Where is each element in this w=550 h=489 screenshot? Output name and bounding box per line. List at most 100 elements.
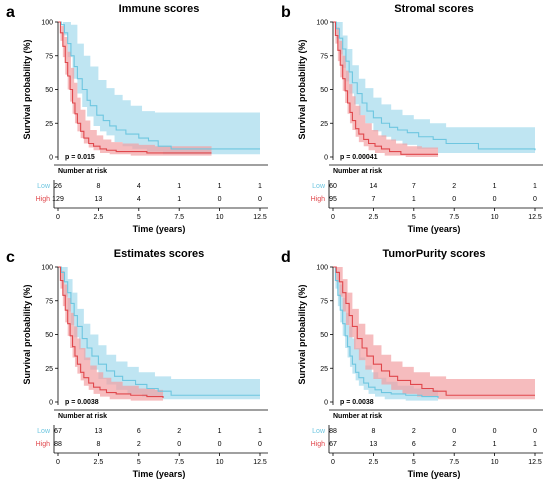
group-label-high: High bbox=[36, 441, 51, 448]
panel-letter: d bbox=[281, 249, 291, 266]
risk-count-low: 6 bbox=[137, 428, 141, 435]
y-axis-title: Survival probability (%) bbox=[22, 39, 32, 139]
risk-table-title: Number at risk bbox=[333, 413, 382, 420]
group-label-low: Low bbox=[312, 428, 326, 435]
y-tick-label: 0 bbox=[49, 155, 53, 162]
y-tick-label: 75 bbox=[45, 53, 53, 60]
risk-count-high: 1 bbox=[177, 196, 181, 203]
risk-count-low: 88 bbox=[329, 428, 337, 435]
risk-count-high: 0 bbox=[452, 196, 456, 203]
risk-count-high: 0 bbox=[533, 196, 537, 203]
risk-count-low: 7 bbox=[412, 183, 416, 190]
x-tick-label: 5 bbox=[137, 459, 141, 466]
high-ci-band bbox=[333, 22, 439, 157]
x-tick-label: 12.5 bbox=[528, 459, 542, 466]
y-tick-label: 100 bbox=[316, 265, 328, 272]
risk-count-low: 0 bbox=[452, 428, 456, 435]
y-tick-label: 75 bbox=[45, 298, 53, 305]
high-ci-band bbox=[333, 267, 535, 400]
panel-letter: c bbox=[6, 249, 15, 266]
x-axis-title: Time (years) bbox=[408, 469, 461, 479]
risk-count-high: 0 bbox=[258, 196, 262, 203]
x-tick-label: 2.5 bbox=[369, 214, 379, 221]
panel-title: TumorPurity scores bbox=[382, 248, 485, 260]
y-tick-label: 50 bbox=[320, 87, 328, 94]
y-axis-title: Survival probability (%) bbox=[297, 284, 307, 384]
risk-count-low: 2 bbox=[412, 428, 416, 435]
panel-stromal: b Stromal scores Survival probability (%) 0… bbox=[275, 0, 550, 244]
risk-count-high: 7 bbox=[371, 196, 375, 203]
risk-count-high: 6 bbox=[412, 441, 416, 448]
km-chart: c Estimates scores Survival probability (%… bbox=[6, 248, 268, 479]
risk-count-low: 2 bbox=[452, 183, 456, 190]
risk-count-low: 1 bbox=[218, 183, 222, 190]
risk-count-high: 1 bbox=[412, 196, 416, 203]
risk-count-low: 14 bbox=[370, 183, 378, 190]
x-tick-label: 0 bbox=[56, 214, 60, 221]
x-axis-title: Time (years) bbox=[133, 224, 186, 234]
x-tick-label: 12.5 bbox=[253, 459, 267, 466]
group-label-low: Low bbox=[37, 428, 51, 435]
risk-count-high: 13 bbox=[95, 196, 103, 203]
group-label-high: High bbox=[311, 441, 326, 448]
risk-count-low: 0 bbox=[533, 428, 537, 435]
y-axis-title: Survival probability (%) bbox=[22, 284, 32, 384]
x-tick-label: 12.5 bbox=[528, 214, 542, 221]
y-axis-title: Survival probability (%) bbox=[297, 39, 307, 139]
risk-table-title: Number at risk bbox=[333, 168, 382, 175]
p-value: p = 0.015 bbox=[65, 154, 95, 161]
y-tick-label: 50 bbox=[45, 332, 53, 339]
low-survival-curve bbox=[58, 266, 260, 396]
risk-count-low: 2 bbox=[177, 428, 181, 435]
low-ci-band bbox=[58, 267, 260, 400]
low-ci-band bbox=[333, 22, 535, 155]
risk-count-low: 67 bbox=[54, 428, 62, 435]
risk-count-low: 0 bbox=[493, 428, 497, 435]
km-chart: b Stromal scores Survival probability (%) 0… bbox=[281, 3, 543, 234]
x-tick-label: 10 bbox=[491, 459, 499, 466]
risk-count-low: 26 bbox=[54, 183, 62, 190]
x-tick-label: 0 bbox=[56, 459, 60, 466]
risk-count-high: 8 bbox=[96, 441, 100, 448]
p-value: p = 0.0038 bbox=[340, 399, 374, 406]
risk-count-low: 8 bbox=[96, 183, 100, 190]
x-tick-label: 5 bbox=[412, 214, 416, 221]
y-tick-label: 50 bbox=[320, 332, 328, 339]
y-tick-label: 75 bbox=[320, 298, 328, 305]
risk-count-high: 0 bbox=[258, 441, 262, 448]
risk-count-low: 1 bbox=[258, 428, 262, 435]
panel-estimates: c Estimates scores Survival probability (%… bbox=[0, 245, 275, 489]
risk-count-high: 95 bbox=[329, 196, 337, 203]
x-tick-label: 5 bbox=[137, 214, 141, 221]
risk-count-low: 8 bbox=[371, 428, 375, 435]
risk-count-high: 67 bbox=[329, 441, 337, 448]
risk-count-low: 1 bbox=[177, 183, 181, 190]
low-survival-curve bbox=[333, 266, 439, 398]
km-chart: a Immune scores Survival probability (%) 0 2… bbox=[6, 3, 268, 234]
y-tick-label: 25 bbox=[320, 121, 328, 128]
risk-table-title: Number at risk bbox=[58, 413, 107, 420]
risk-count-high: 129 bbox=[52, 196, 64, 203]
y-tick-label: 0 bbox=[324, 400, 328, 407]
y-tick-label: 0 bbox=[324, 155, 328, 162]
risk-count-low: 4 bbox=[137, 183, 141, 190]
x-tick-label: 2.5 bbox=[94, 214, 104, 221]
km-chart: d TumorPurity scores Survival probability … bbox=[281, 248, 543, 479]
x-tick-label: 12.5 bbox=[253, 214, 267, 221]
panel-letter: a bbox=[6, 4, 15, 21]
x-tick-label: 7.5 bbox=[449, 459, 459, 466]
risk-count-high: 4 bbox=[137, 196, 141, 203]
x-tick-label: 5 bbox=[412, 459, 416, 466]
x-tick-label: 7.5 bbox=[449, 214, 459, 221]
y-tick-label: 100 bbox=[316, 20, 328, 27]
panel-title: Immune scores bbox=[119, 3, 200, 15]
risk-table-title: Number at risk bbox=[58, 168, 107, 175]
group-label-high: High bbox=[311, 196, 326, 203]
x-axis-title: Time (years) bbox=[408, 224, 461, 234]
panel-immune: a Immune scores Survival probability (%) 0 2… bbox=[0, 0, 275, 244]
y-tick-label: 75 bbox=[320, 53, 328, 60]
risk-count-high: 2 bbox=[137, 441, 141, 448]
risk-count-high: 0 bbox=[493, 196, 497, 203]
group-label-low: Low bbox=[37, 183, 51, 190]
risk-count-high: 0 bbox=[177, 441, 181, 448]
